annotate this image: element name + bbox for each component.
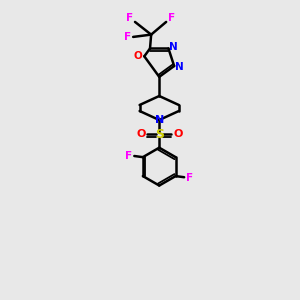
Text: O: O <box>173 129 182 139</box>
Text: N: N <box>175 62 184 72</box>
Text: N: N <box>154 115 164 125</box>
Text: O: O <box>136 129 146 139</box>
Text: O: O <box>134 51 142 61</box>
Text: S: S <box>155 128 164 141</box>
Text: F: F <box>124 32 131 42</box>
Text: F: F <box>186 173 193 183</box>
Text: F: F <box>126 14 134 23</box>
Text: F: F <box>125 151 133 160</box>
Text: N: N <box>169 42 178 52</box>
Text: F: F <box>168 14 175 23</box>
